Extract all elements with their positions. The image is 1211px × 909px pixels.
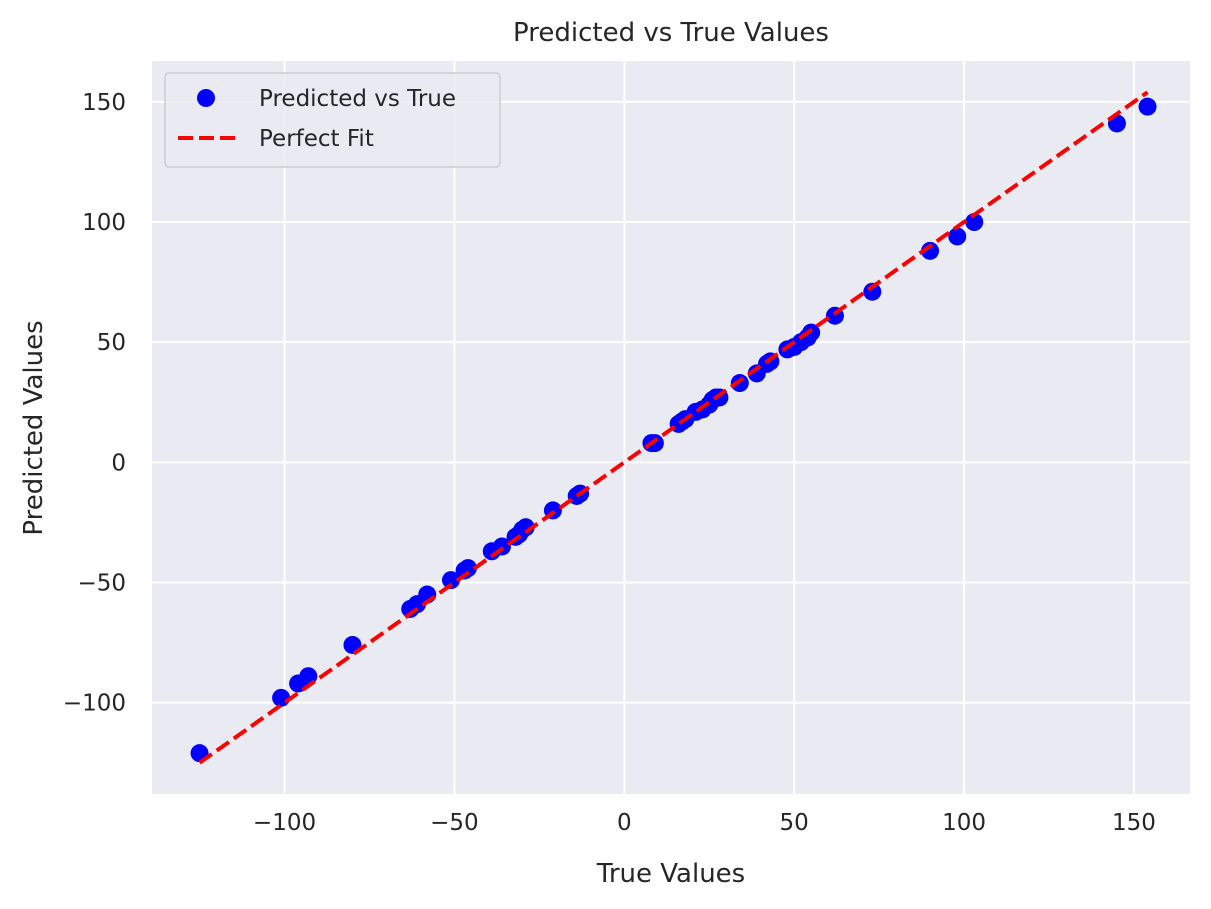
x-axis-title: True Values [596,859,745,889]
x-tick-label: 100 [942,810,986,836]
y-axis-title: Predicted Values [19,320,49,535]
x-tick-label: 150 [1112,810,1156,836]
x-tick-label: 0 [617,810,632,836]
y-tick-label: 150 [82,90,126,116]
legend-label-line: Perfect Fit [259,126,374,152]
chart-title: Predicted vs True Values [513,18,829,48]
y-tick-label: 50 [97,330,126,356]
scatter-point [272,688,291,707]
scatter-point [458,559,477,578]
y-tick-label: −100 [63,691,126,717]
scatter-point [441,571,460,590]
scatter-point [863,282,882,301]
scatter-point [921,241,940,260]
x-tick-label: −50 [430,810,479,836]
legend: Predicted vs True Perfect Fit [164,72,501,168]
y-tick-label: 100 [82,210,126,236]
perfect-fit-line [198,90,1149,765]
scatter-point [516,518,535,537]
legend-box [164,72,501,168]
scatter-point [1138,97,1157,116]
line-layer [198,90,1149,765]
grid [152,61,1190,794]
y-axis: −100 −50 0 50 100 150 [63,90,126,717]
x-tick-label: 50 [780,810,809,836]
plot-area [190,90,1157,765]
x-tick-label: −100 [253,810,316,836]
legend-marker-scatter [197,89,215,107]
y-tick-label: −50 [77,571,126,597]
scatter-point [965,213,984,232]
y-tick-label: 0 [111,450,126,476]
scatter-point [948,227,967,246]
legend-label-scatter: Predicted vs True [259,86,456,112]
x-axis: −100 −50 0 50 100 150 [253,810,1156,836]
